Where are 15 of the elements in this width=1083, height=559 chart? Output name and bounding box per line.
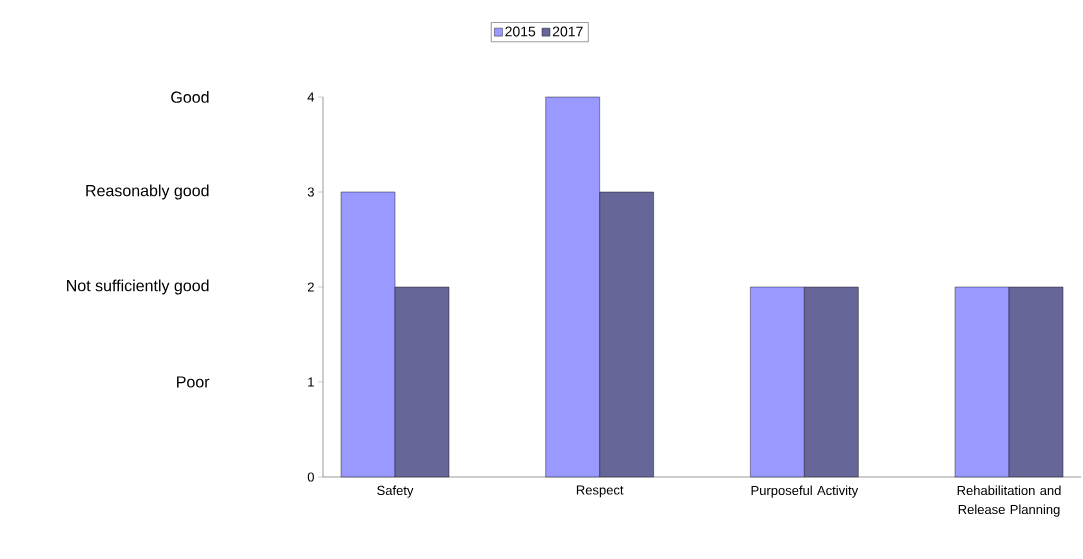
text: Poor <box>177 376 210 388</box>
y-tick-label: 3 <box>307 187 314 197</box>
text: Reasonably good <box>86 184 209 200</box>
x-tick-label: Safety <box>377 485 414 498</box>
y-tick-label: 2 <box>307 282 314 292</box>
x-tick-label: Rehabilitation and Release Planning <box>957 485 1061 517</box>
y-tick-label: 4 <box>307 92 315 102</box>
y-tick-label: 1 <box>308 377 314 387</box>
y-tick-label: 0 <box>307 472 314 482</box>
legend-label: 2017 <box>552 26 583 37</box>
text: Not sufficiently good <box>67 279 209 295</box>
x-tick-label: Purposeful Activity <box>751 485 859 498</box>
x-tick-label: Respect <box>576 485 624 498</box>
legend-label: 2015 <box>505 26 536 37</box>
text: Good <box>171 91 209 103</box>
